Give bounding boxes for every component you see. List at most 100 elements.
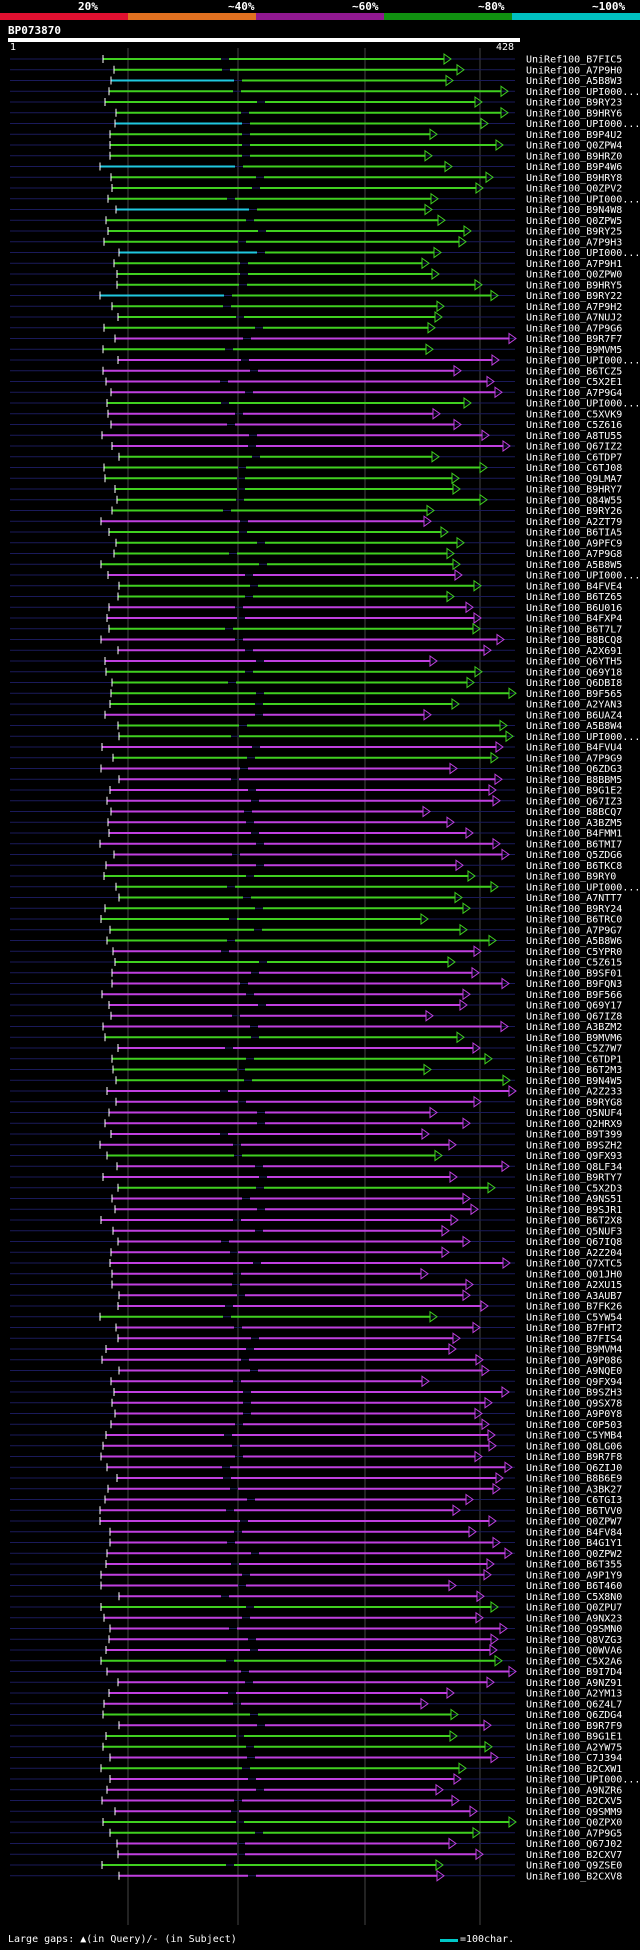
hit-end-arrow [501, 1386, 510, 1398]
hit-label: UniRef100_Q9SMN0 [526, 1624, 622, 1635]
hit-end-arrow [449, 1171, 458, 1183]
hit-end-arrow [452, 483, 461, 495]
hit-label: UniRef100_Q0ZPW7 [526, 1517, 622, 1528]
hit-end-arrow [502, 1257, 511, 1269]
hit-row: UniRef100_Q6DBI8 [10, 676, 622, 689]
hit-end-arrow [490, 751, 499, 764]
hit-label: UniRef100_A2YAN3 [526, 700, 622, 711]
hit-row: UniRef100_Q0ZPW0 [10, 268, 622, 281]
hit-label: UniRef100_A7P9G9 [526, 753, 622, 764]
hit-label: UniRef100_B9HRY8 [526, 173, 622, 184]
hit-row: UniRef100_A7P9H3 [10, 235, 622, 248]
hit-row: UniRef100_A9PFC9 [10, 536, 622, 549]
hit-label: UniRef100_B9F566 [526, 990, 622, 1001]
hit-row: UniRef100_Q9ZSE0 [10, 1859, 622, 1872]
hit-row: UniRef100_Q0ZPW5 [10, 214, 622, 227]
hit-label: UniRef100_B6TZ65 [526, 592, 622, 603]
hit-row: UniRef100_B6TCZ5 [10, 364, 622, 377]
hit-row: UniRef100_B9R7F8 [10, 1450, 622, 1463]
hit-row: UniRef100_Q6Z4L7 [10, 1697, 622, 1710]
hit-row: UniRef100_C6TJ08 [10, 461, 622, 474]
hit-end-arrow [423, 1063, 432, 1076]
hit-label: UniRef100_A9PFC9 [526, 538, 622, 549]
hit-row: UniRef100_A7P9H0 [10, 63, 622, 76]
hit-label: UniRef100_UPI000... [526, 571, 640, 582]
scale-text: =100char. [460, 1934, 515, 1945]
hit-row: UniRef100_B9HRY8 [10, 171, 622, 184]
hit-end-arrow [502, 440, 511, 452]
hit-row: UniRef100_UPI000... [10, 569, 640, 582]
hit-row: UniRef100_A9NQE0 [10, 1364, 622, 1377]
hit-label: UniRef100_Q9ZSE0 [526, 1861, 622, 1872]
hit-end-arrow [504, 1461, 513, 1474]
hit-row: UniRef100_Q84W55 [10, 493, 622, 506]
hit-label: UniRef100_A5B8W5 [526, 560, 622, 571]
hit-end-arrow [465, 1493, 474, 1506]
hit-label: UniRef100_B2CXV8 [526, 1871, 622, 1882]
hit-label: UniRef100_A9NZ91 [526, 1678, 622, 1689]
hit-end-arrow [446, 1687, 455, 1699]
hit-end-arrow [466, 676, 475, 689]
hit-end-arrow [508, 1816, 517, 1828]
hit-label: UniRef100_B9R7F9 [526, 1721, 622, 1732]
hit-end-arrow [446, 590, 455, 603]
hit-row: UniRef100_Q0ZPV2 [10, 182, 622, 195]
hit-end-arrow [440, 526, 449, 538]
hit-row: UniRef100_Q0ZPW4 [10, 139, 622, 152]
hit-row: UniRef100_A2YW75 [10, 1740, 622, 1753]
hit-label: UniRef100_B9F565 [526, 689, 622, 700]
hit-row: UniRef100_B9P4W6 [10, 160, 622, 173]
hit-label: UniRef100_Q0ZPW4 [526, 141, 622, 152]
hit-end-arrow [502, 1074, 511, 1087]
hit-row: UniRef100_Q9SX78 [10, 1396, 622, 1409]
legend-segment [128, 13, 256, 20]
hit-label: UniRef100_A2YM13 [526, 1689, 622, 1700]
hit-end-arrow [490, 1633, 499, 1646]
hit-label: UniRef100_Q6Z4L7 [526, 1699, 622, 1710]
hit-label: UniRef100_B8BBM5 [526, 775, 622, 786]
hit-row: UniRef100_UPI000... [10, 85, 640, 98]
hit-label: UniRef100_UPI000... [526, 882, 640, 893]
hit-end-arrow [425, 1009, 434, 1022]
hit-row: UniRef100_B6TVV0 [10, 1504, 622, 1517]
hit-row: UniRef100_Q9FX93 [10, 1149, 622, 1162]
hit-end-arrow [447, 956, 456, 968]
hit-end-arrow [481, 429, 490, 442]
large-gaps-note: Large gaps: ▲(in Query)/- (in Subject) [8, 1934, 237, 1945]
legend-label: ~40% [228, 0, 255, 13]
hit-label: UniRef100_C5X2A6 [526, 1656, 622, 1667]
hit-label: UniRef100_B9R7F8 [526, 1452, 622, 1463]
hit-end-arrow [452, 1332, 461, 1345]
hit-end-arrow [473, 945, 482, 958]
hit-label: UniRef100_C5XVK9 [526, 409, 622, 420]
hit-label: UniRef100_A9P086 [526, 1355, 622, 1366]
hit-end-arrow [495, 1472, 504, 1484]
hit-row: UniRef100_A9NS51 [10, 1192, 622, 1205]
hit-row: UniRef100_B9SZH2 [10, 1138, 622, 1151]
hit-end-arrow [488, 784, 497, 796]
hit-row: UniRef100_B4G1Y1 [10, 1536, 622, 1549]
hit-label: UniRef100_A9NZR6 [526, 1785, 622, 1796]
hit-row: UniRef100_A7NTT7 [10, 891, 622, 904]
hit-label: UniRef100_B9T399 [526, 1130, 622, 1141]
hit-end-arrow [499, 1622, 508, 1635]
hit-label: UniRef100_B9RYG8 [526, 1097, 622, 1108]
hit-label: UniRef100_B9G1E1 [526, 1732, 622, 1743]
hit-row: UniRef100_Q01JH0 [10, 1267, 622, 1280]
hit-row: UniRef100_B4FV84 [10, 1525, 622, 1538]
hit-label: UniRef100_B6T2M3 [526, 1065, 622, 1076]
hit-end-arrow [504, 1547, 513, 1560]
hit-end-arrow [508, 1665, 517, 1678]
hit-label: UniRef100_B9HRY7 [526, 485, 622, 496]
hit-label: UniRef100_B9G1E2 [526, 786, 622, 797]
hit-row: UniRef100_Q9FX94 [10, 1375, 622, 1388]
hit-label: UniRef100_C5YPR0 [526, 947, 622, 958]
hit-end-arrow [451, 698, 460, 710]
hit-label: UniRef100_Q0WVA6 [526, 1646, 622, 1657]
hit-end-arrow [487, 1181, 496, 1194]
hit-row: UniRef100_Q9SMN0 [10, 1622, 622, 1635]
hit-end-arrow [421, 1128, 430, 1140]
hit-end-arrow [474, 1407, 483, 1420]
hit-label: UniRef100_Q6YTH5 [526, 657, 622, 668]
hit-end-arrow [454, 891, 463, 904]
